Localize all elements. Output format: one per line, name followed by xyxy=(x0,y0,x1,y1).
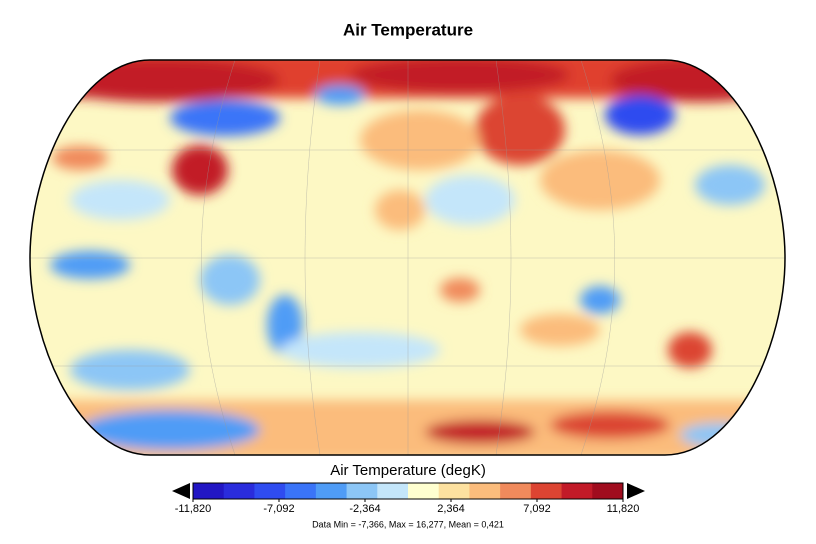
colorbar-segment xyxy=(377,483,409,499)
colorbar-segment xyxy=(500,483,532,499)
colorbar-tick-label: 7,092 xyxy=(523,503,551,515)
graticule xyxy=(30,60,785,455)
colorbar-tick-label: -2,364 xyxy=(349,503,380,515)
colorbar-segment xyxy=(592,483,624,499)
colorbar-frame xyxy=(192,482,624,500)
colorbar-tick-label: 2,364 xyxy=(437,503,465,515)
colorbar-segment xyxy=(346,483,378,499)
colorbar-segment xyxy=(561,483,593,499)
colorbar-tick-label: 11,820 xyxy=(607,503,640,515)
map-title: Air Temperature xyxy=(343,20,473,39)
map-field xyxy=(30,60,785,455)
colorbar: -11,820 -7,092 -2,364 2,364 7,092 11,820 xyxy=(175,482,640,515)
colorbar-segment xyxy=(254,483,286,499)
colorbar-segment xyxy=(193,483,225,499)
colorbar-segment xyxy=(285,483,317,499)
colorbar-segment xyxy=(315,483,348,499)
colorbar-segment xyxy=(408,483,440,499)
colorbar-segment xyxy=(469,483,501,499)
colorbar-tick-label: -11,820 xyxy=(175,503,212,515)
colorbar-label: Air Temperature (degK) xyxy=(330,462,486,479)
colorbar-arrow-right xyxy=(627,483,645,499)
data-summary: Data Min = -7,366, Max = 16,277, Mean = … xyxy=(312,519,504,529)
colorbar-arrow-left xyxy=(172,483,190,499)
colorbar-segment xyxy=(223,483,255,499)
colorbar-segment xyxy=(530,483,563,499)
map-border xyxy=(29,59,786,456)
colorbar-tick-label: -7,092 xyxy=(263,503,294,515)
colorbar-segment xyxy=(438,483,470,499)
